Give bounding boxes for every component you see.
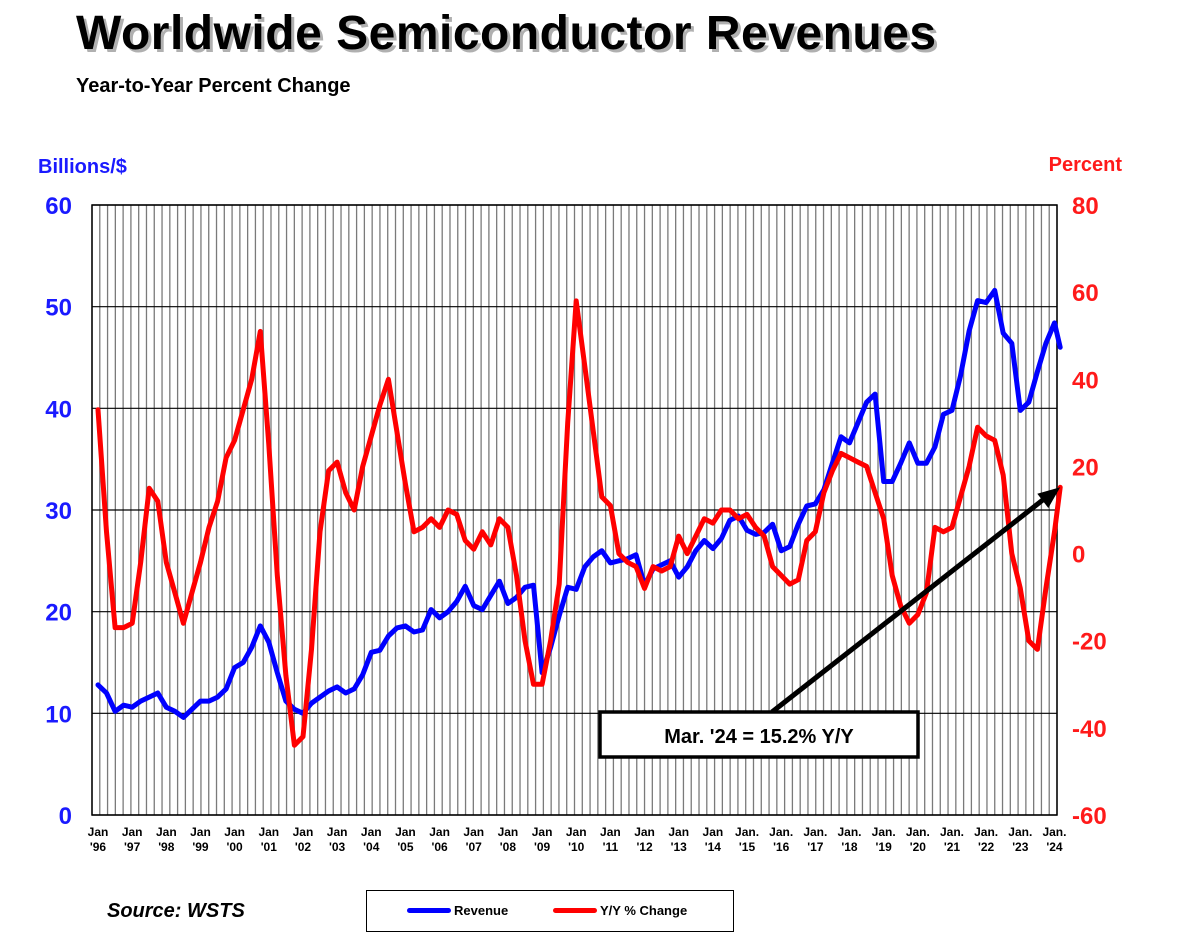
x-tick-label-year: '22	[978, 840, 995, 854]
x-tick-label-year: '16	[773, 840, 790, 854]
x-tick-label-year: '96	[90, 840, 107, 854]
x-tick-label-month: Jan	[224, 825, 245, 839]
x-tick-label-month: Jan.	[872, 825, 896, 839]
x-tick-label-year: '14	[705, 840, 722, 854]
x-tick-label-year: '23	[1012, 840, 1029, 854]
legend-label-yoy: Y/Y % Change	[600, 903, 688, 918]
left-tick-label: 10	[45, 701, 72, 728]
x-tick-label-month: Jan	[258, 825, 279, 839]
x-tick-label-month: Jan.	[940, 825, 964, 839]
x-tick-label-month: Jan	[463, 825, 484, 839]
legend-item-revenue: Revenue	[407, 903, 508, 918]
x-tick-label-month: Jan	[190, 825, 211, 839]
x-tick-label-year: '01	[261, 840, 278, 854]
annotation-arrow-head	[1037, 487, 1061, 508]
x-tick-label-year: '11	[603, 840, 619, 854]
x-tick-label-year: '13	[671, 840, 688, 854]
x-tick-label-year: '18	[841, 840, 858, 854]
x-tick-label-year: '21	[944, 840, 961, 854]
x-tick-label-year: '04	[363, 840, 380, 854]
x-tick-label-month: Jan.	[837, 825, 861, 839]
x-tick-label-month: Jan	[429, 825, 450, 839]
right-tick-label: 0	[1072, 542, 1085, 569]
x-tick-label-year: '24	[1046, 840, 1063, 854]
x-tick-label-year: '99	[192, 840, 209, 854]
left-axis-label: Billions/$	[38, 156, 127, 178]
x-tick-label-month: Jan	[156, 825, 177, 839]
source-note: Source: WSTS	[107, 900, 245, 922]
x-tick-label-month: Jan.	[735, 825, 759, 839]
left-tick-label: 30	[45, 498, 72, 525]
x-tick-label-month: Jan	[327, 825, 348, 839]
x-tick-label-month: Jan	[532, 825, 553, 839]
x-tick-label-year: '97	[124, 840, 141, 854]
x-tick-label-year: '03	[329, 840, 346, 854]
x-tick-label-month: Jan.	[769, 825, 793, 839]
legend-label-revenue: Revenue	[454, 903, 509, 918]
legend-item-yoy: Y/Y % Change	[553, 903, 687, 918]
x-tick-label-month: Jan.	[1008, 825, 1032, 839]
chart-title: Worldwide Semiconductor Revenues	[76, 7, 937, 60]
left-tick-label: 50	[45, 295, 72, 322]
x-tick-label-year: '20	[910, 840, 927, 854]
x-tick-label-month: Jan	[668, 825, 689, 839]
left-tick-label: 60	[45, 193, 72, 220]
x-tick-label-month: Jan	[498, 825, 519, 839]
right-tick-label: 60	[1072, 280, 1099, 307]
x-tick-label-month: Jan.	[974, 825, 998, 839]
x-tick-label-month: Jan.	[1042, 825, 1066, 839]
x-tick-label-month: Jan	[88, 825, 109, 839]
x-tick-label-month: Jan	[634, 825, 655, 839]
x-tick-label-year: '00	[227, 840, 244, 854]
right-axis-label: Percent	[1048, 154, 1122, 176]
revenue-series-line	[95, 287, 1063, 720]
chart-subtitle: Year-to-Year Percent Change	[76, 75, 351, 97]
x-tick-label-year: '15	[739, 840, 756, 854]
x-tick-label-year: '17	[807, 840, 824, 854]
left-tick-label: 40	[45, 396, 72, 423]
legend: Revenue Y/Y % Change	[366, 890, 734, 932]
x-tick-label-year: '02	[295, 840, 312, 854]
x-tick-label-month: Jan	[600, 825, 621, 839]
annotation-label: Mar. '24 = 15.2% Y/Y	[664, 726, 854, 748]
annotation-arrow-line	[770, 495, 1048, 714]
x-tick-label-year: '07	[466, 840, 483, 854]
right-tick-label: 20	[1072, 454, 1099, 481]
x-tick-label-month: Jan	[395, 825, 416, 839]
x-tick-label-year: '98	[158, 840, 175, 854]
right-tick-label: -60	[1072, 803, 1107, 830]
x-tick-label-month: Jan	[361, 825, 382, 839]
legend-swatch-revenue	[407, 908, 451, 913]
x-tick-label-year: '10	[568, 840, 585, 854]
left-tick-label: 0	[59, 803, 72, 830]
x-tick-label-month: Jan.	[803, 825, 827, 839]
right-tick-label: 40	[1072, 367, 1099, 394]
left-tick-label: 20	[45, 600, 72, 627]
x-tick-label-month: Jan	[122, 825, 143, 839]
right-tick-label: -20	[1072, 629, 1107, 656]
x-tick-label-year: '09	[534, 840, 551, 854]
x-tick-label-month: Jan.	[906, 825, 930, 839]
legend-swatch-yoy	[553, 908, 597, 913]
x-tick-label-month: Jan	[566, 825, 587, 839]
x-tick-label-year: '19	[876, 840, 893, 854]
x-tick-label-year: '05	[397, 840, 414, 854]
x-tick-label-month: Jan	[703, 825, 724, 839]
annotation-box	[598, 710, 920, 759]
x-tick-label-year: '06	[431, 840, 448, 854]
right-tick-label: -40	[1072, 716, 1107, 743]
x-tick-label-year: '08	[500, 840, 517, 854]
x-tick-label-year: '12	[636, 840, 653, 854]
right-tick-label: 80	[1072, 193, 1099, 220]
x-tick-label-month: Jan	[293, 825, 314, 839]
